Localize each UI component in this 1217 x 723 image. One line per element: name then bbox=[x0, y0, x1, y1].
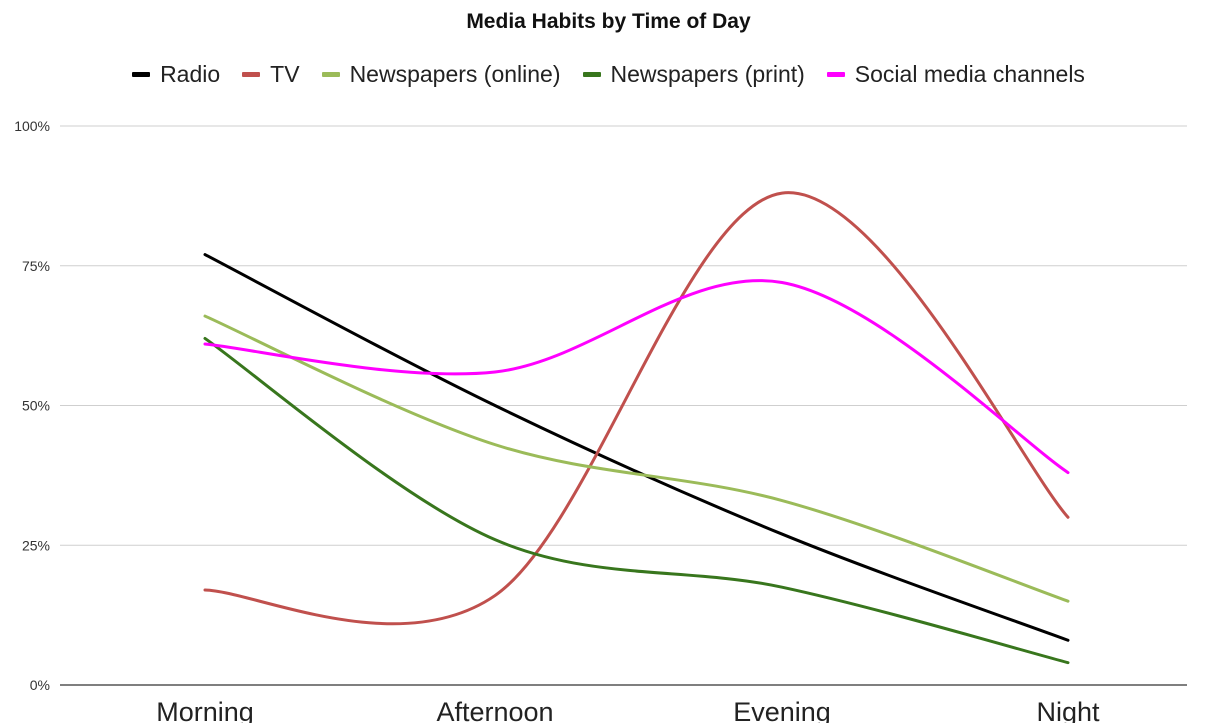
y-tick-label: 25% bbox=[22, 537, 50, 553]
y-tick-label: 0% bbox=[30, 677, 50, 693]
y-axis-ticks: 0% 25% 50% 75% 100% bbox=[14, 118, 50, 693]
chart-title: Media Habits by Time of Day bbox=[466, 10, 751, 33]
legend-label: TV bbox=[270, 61, 300, 87]
legend-label: Social media channels bbox=[854, 61, 1085, 87]
series-line-newspapers-print bbox=[203, 336, 1070, 665]
legend-item: Newspapers (online) bbox=[321, 61, 561, 88]
legend-item: Social media channels bbox=[826, 61, 1085, 88]
legend-swatch bbox=[826, 72, 845, 77]
series-line-social-media-channels bbox=[203, 279, 1070, 475]
legend-swatch bbox=[132, 72, 151, 77]
series-line-newspapers-online bbox=[203, 314, 1070, 603]
x-tick-label: Afternoon bbox=[436, 697, 553, 723]
x-tick-label: Night bbox=[1036, 697, 1100, 723]
legend-swatch bbox=[321, 72, 340, 77]
legend-label: Newspapers (online) bbox=[349, 61, 561, 87]
legend-item: Radio bbox=[132, 61, 220, 88]
y-tick-label: 75% bbox=[22, 258, 50, 274]
x-axis-ticks: Morning Afternoon Evening Night bbox=[156, 697, 1100, 723]
x-tick-label: Evening bbox=[733, 697, 831, 723]
legend-swatch bbox=[582, 72, 601, 77]
x-tick-label: Morning bbox=[156, 697, 254, 723]
legend-label: Radio bbox=[160, 61, 221, 87]
series-lines bbox=[203, 191, 1070, 665]
legend-item: TV bbox=[242, 61, 300, 88]
gridlines bbox=[60, 125, 1187, 686]
y-tick-label: 100% bbox=[14, 118, 50, 134]
series-line-tv bbox=[203, 191, 1070, 626]
legend-swatch bbox=[242, 72, 261, 77]
legend-label: Newspapers (print) bbox=[610, 61, 805, 87]
y-tick-label: 50% bbox=[22, 398, 50, 414]
legend: Radio TV Newspapers (online) Newspapers (pr… bbox=[0, 61, 1217, 88]
legend-item: Newspapers (print) bbox=[582, 61, 805, 88]
series-line-radio bbox=[203, 253, 1070, 642]
